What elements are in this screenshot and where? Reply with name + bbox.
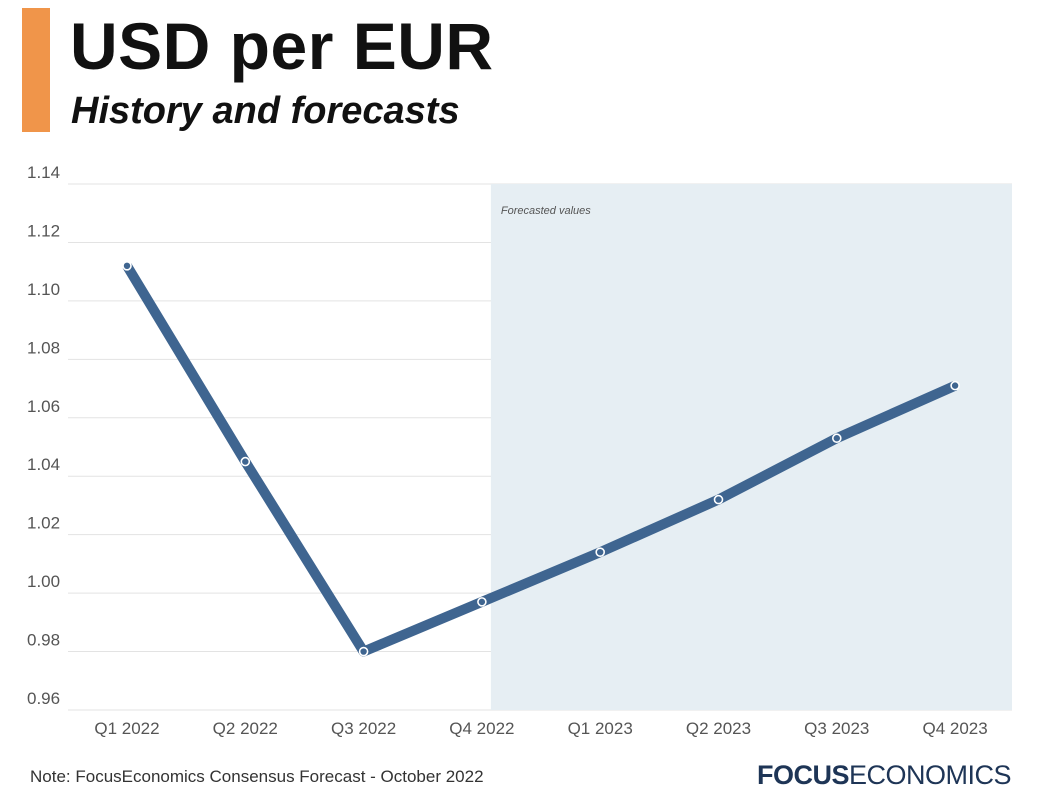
line-chart: 0.96 0.98 1.00 1.02 1.04 1.06 1.08 1.10 1.12 1.14… <box>27 163 1012 738</box>
y-tick-label: 1.04 <box>27 455 60 474</box>
series-line-layer <box>122 263 958 657</box>
data-point <box>713 494 724 505</box>
data-point <box>358 646 369 657</box>
logo-bold-text: FOCUS <box>756 760 850 790</box>
y-tick-label: 1.00 <box>27 572 60 591</box>
source-note: Note: FocusEconomics Consensus Forecast … <box>30 767 484 786</box>
forecast-band <box>490 184 1012 710</box>
x-tick-label: Q2 2022 <box>213 719 278 738</box>
y-tick-label: 1.02 <box>27 514 60 533</box>
y-tick-label: 1.10 <box>27 280 60 299</box>
forecast-band-layer <box>490 184 1012 710</box>
x-tick-label: Q1 2022 <box>94 719 159 738</box>
y-tick-label: 1.12 <box>27 221 60 240</box>
data-point <box>595 547 606 558</box>
y-tick-label: 0.98 <box>27 631 60 650</box>
chart-subtitle: History and forecasts <box>71 90 460 132</box>
data-point <box>831 433 842 444</box>
x-tick-label: Q4 2022 <box>449 719 514 738</box>
y-tick-label: 1.06 <box>27 397 60 416</box>
data-point <box>122 261 132 271</box>
x-tick-label: Q3 2023 <box>804 719 869 738</box>
x-tick-label: Q1 2023 <box>568 719 633 738</box>
x-axis-tick-labels: Q1 2022 Q2 2022 Q3 2022 Q4 2022 Q1 2023 Q2 20… <box>94 719 987 738</box>
series-line <box>122 263 958 657</box>
data-point <box>240 456 251 467</box>
annotation-layer: Forecasted values <box>501 205 591 217</box>
x-tick-label: Q4 2023 <box>922 719 987 738</box>
y-axis-tick-labels: 0.96 0.98 1.00 1.02 1.04 1.06 1.08 1.10 1.12 1.14 <box>27 163 60 708</box>
y-tick-label: 0.96 <box>27 689 60 708</box>
x-tick-label: Q2 2023 <box>686 719 751 738</box>
logo-light-text: ECONOMICS <box>848 760 1012 790</box>
data-point <box>950 380 960 391</box>
chart-title: USD per EUR <box>70 9 494 83</box>
y-tick-label: 1.08 <box>27 338 60 357</box>
brand-logo: FOCUSECONOMICS <box>756 760 1012 791</box>
data-point <box>477 597 487 607</box>
title-accent-bar <box>22 8 50 132</box>
y-tick-label: 1.14 <box>27 163 60 182</box>
x-tick-label: Q3 2022 <box>331 719 396 738</box>
data-points-layer <box>122 261 960 657</box>
forecast-annotation: Forecasted values <box>501 205 591 217</box>
